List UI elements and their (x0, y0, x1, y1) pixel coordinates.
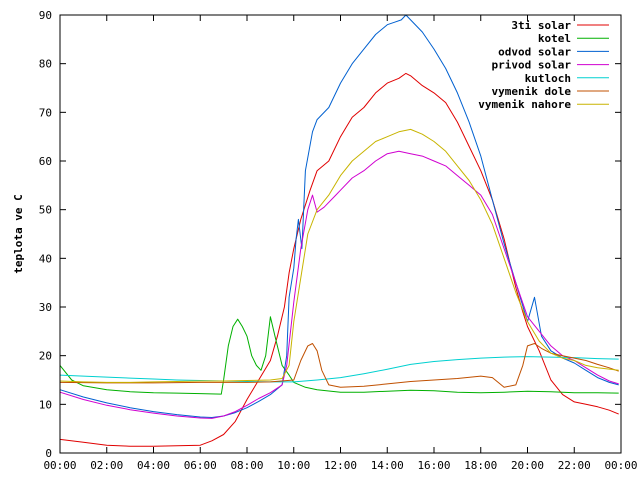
x-tick-label: 16:00 (417, 459, 450, 472)
x-tick-label: 04:00 (137, 459, 170, 472)
y-tick-label: 70 (39, 106, 52, 119)
legend-label: kutloch (525, 72, 571, 85)
x-tick-label: 02:00 (90, 459, 123, 472)
y-tick-label: 0 (45, 447, 52, 460)
x-tick-label: 18:00 (464, 459, 497, 472)
x-tick-label: 22:00 (558, 459, 591, 472)
x-tick-label: 08:00 (230, 459, 263, 472)
legend-label: privod solar (492, 59, 572, 72)
plot-frame (59, 14, 622, 454)
x-tick-label: 14:00 (371, 459, 404, 472)
series-layer (59, 14, 619, 447)
series-line-privod-solar (59, 150, 619, 419)
y-tick-label: 90 (39, 9, 52, 22)
x-tick-label: 20:00 (511, 459, 544, 472)
y-tick-label: 40 (39, 252, 52, 265)
y-tick-label: 50 (39, 204, 52, 217)
series-line-kutloch (59, 356, 619, 383)
x-tick-label: 12:00 (324, 459, 357, 472)
series-line-3ti-solar (59, 72, 619, 447)
series-line-kotel (59, 316, 619, 395)
axes-layer: 0 10 20 30 40 50 60 70 80 90 00:00 02:00 04:00 06:00 0… (39, 9, 638, 472)
y-tick-label: 20 (39, 350, 52, 363)
series-line-vymenik-nahore (59, 128, 619, 383)
x-tick-label: 00:00 (604, 459, 637, 472)
legend-label: kotel (538, 32, 571, 45)
y-tick-label: 60 (39, 155, 52, 168)
x-tick-label: 00:00 (43, 459, 76, 472)
legend-label: vymenik nahore (478, 98, 571, 111)
legend-label: vymenik dole (492, 85, 572, 98)
series-line-vymenik-dole (59, 343, 619, 388)
legend-label: odvod solar (498, 45, 571, 58)
y-tick-label: 10 (39, 398, 52, 411)
y-tick-label: 80 (39, 58, 52, 71)
y-axis-label: teplota ve C (12, 194, 25, 273)
y-tick-label: 30 (39, 301, 52, 314)
x-tick-label: 10:00 (277, 459, 310, 472)
x-tick-label: 06:00 (184, 459, 217, 472)
legend-label: 3ti solar (511, 19, 571, 32)
